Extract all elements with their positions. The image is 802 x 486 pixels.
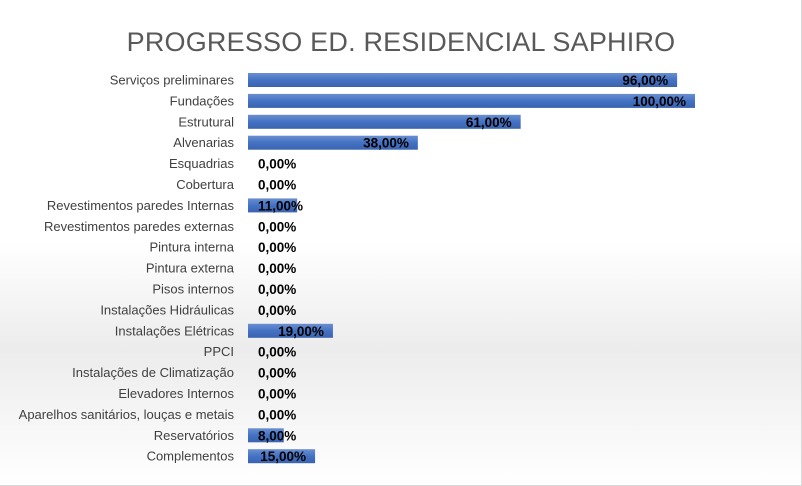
chart-title: PROGRESSO ED. RESIDENCIAL SAPHIRO bbox=[126, 27, 676, 57]
category-label: Cobertura bbox=[176, 177, 235, 192]
data-label: 100,00% bbox=[633, 94, 686, 109]
category-label: Estrutural bbox=[178, 114, 234, 129]
data-label: 8,00% bbox=[258, 428, 296, 443]
data-label: 0,00% bbox=[258, 219, 296, 234]
data-label: 0,00% bbox=[258, 366, 296, 381]
data-label: 96,00% bbox=[622, 73, 668, 88]
data-label: 0,00% bbox=[258, 157, 296, 172]
data-label: 15,00% bbox=[260, 449, 306, 464]
bar bbox=[248, 449, 316, 464]
category-label: Serviços preliminares bbox=[110, 73, 235, 88]
category-label: PPCI bbox=[204, 344, 234, 359]
data-label: 61,00% bbox=[466, 115, 512, 130]
data-label: 0,00% bbox=[258, 261, 296, 276]
data-label: 0,00% bbox=[258, 387, 296, 402]
category-label: Alvenarias bbox=[173, 135, 234, 150]
data-label: 11,00% bbox=[258, 198, 303, 213]
category-label: Instalações Elétricas bbox=[115, 323, 235, 338]
category-label: Revestimentos paredes externas bbox=[44, 219, 235, 234]
data-label: 0,00% bbox=[258, 345, 296, 360]
bar bbox=[248, 73, 678, 87]
category-label: Elevadores Internos bbox=[118, 386, 234, 401]
bar bbox=[248, 428, 284, 443]
data-label: 0,00% bbox=[258, 178, 296, 193]
category-label: Reservatórios bbox=[154, 428, 235, 443]
category-label: Pintura externa bbox=[146, 261, 235, 276]
data-label: 19,00% bbox=[278, 324, 324, 339]
data-label: 0,00% bbox=[258, 303, 296, 318]
data-label: 0,00% bbox=[258, 240, 296, 255]
bar bbox=[248, 323, 333, 338]
category-label: Pisos internos bbox=[152, 282, 234, 297]
data-label: 0,00% bbox=[258, 407, 296, 422]
category-label: Revestimentos paredes Internas bbox=[47, 198, 235, 213]
bar bbox=[248, 114, 521, 129]
category-label: Aparelhos sanitários, louças e metais bbox=[19, 407, 235, 422]
category-label: Pintura interna bbox=[149, 240, 234, 255]
data-label: 0,00% bbox=[258, 282, 296, 297]
category-label: Esquadrias bbox=[169, 156, 235, 171]
bar bbox=[248, 93, 695, 108]
bar bbox=[248, 135, 418, 150]
bar bbox=[248, 198, 298, 213]
category-label: Complementos bbox=[147, 449, 235, 464]
category-label: Instalações Hidráulicas bbox=[100, 302, 234, 317]
category-label: Instalações de Climatização bbox=[72, 365, 234, 380]
category-label: Fundações bbox=[170, 93, 235, 108]
data-label: 38,00% bbox=[363, 136, 409, 151]
